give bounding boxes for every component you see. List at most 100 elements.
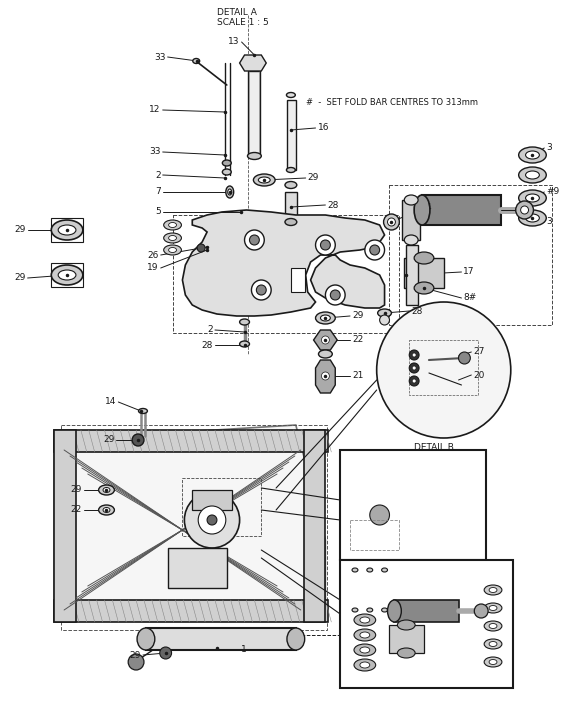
Text: 28: 28: [411, 306, 422, 316]
Ellipse shape: [384, 214, 399, 230]
Text: A: A: [483, 568, 500, 592]
Ellipse shape: [352, 568, 358, 572]
Ellipse shape: [330, 290, 340, 300]
Text: 17: 17: [463, 268, 475, 277]
Ellipse shape: [193, 59, 200, 64]
Bar: [51, 263, 83, 287]
Ellipse shape: [365, 240, 384, 260]
Bar: [146, 628, 296, 650]
Ellipse shape: [319, 350, 332, 358]
Ellipse shape: [139, 409, 148, 414]
Text: 29: 29: [352, 311, 364, 321]
Text: 29: 29: [71, 486, 82, 494]
Bar: [287, 100, 296, 170]
Ellipse shape: [354, 614, 376, 626]
Circle shape: [198, 506, 226, 534]
Ellipse shape: [404, 195, 418, 205]
Ellipse shape: [285, 181, 297, 189]
Ellipse shape: [325, 285, 345, 305]
Ellipse shape: [388, 600, 401, 622]
Ellipse shape: [378, 309, 392, 317]
Bar: [249, 71, 260, 156]
Text: 29: 29: [307, 174, 319, 182]
Ellipse shape: [414, 252, 434, 264]
Circle shape: [412, 366, 416, 370]
Bar: [394, 600, 458, 622]
Circle shape: [132, 434, 144, 446]
Text: #  -  SET FOLD BAR CENTRES TO 313mm: # - SET FOLD BAR CENTRES TO 313mm: [306, 98, 477, 107]
Text: 12: 12: [149, 105, 160, 114]
Text: 33: 33: [154, 52, 165, 61]
Text: 20: 20: [473, 371, 485, 380]
Bar: [340, 560, 513, 688]
Bar: [54, 430, 76, 622]
Ellipse shape: [222, 169, 231, 175]
Text: 14: 14: [105, 397, 116, 407]
Ellipse shape: [226, 186, 234, 198]
Ellipse shape: [526, 214, 539, 222]
Text: 8#: 8#: [463, 294, 477, 302]
Ellipse shape: [521, 206, 528, 214]
Text: C: C: [458, 458, 476, 482]
Ellipse shape: [287, 628, 305, 650]
Text: 26: 26: [148, 251, 159, 260]
Bar: [422, 195, 501, 225]
Text: 5: 5: [155, 208, 160, 217]
Bar: [51, 218, 83, 242]
Text: 3: 3: [546, 143, 552, 152]
Ellipse shape: [164, 233, 181, 243]
Ellipse shape: [519, 147, 546, 163]
Ellipse shape: [51, 220, 83, 240]
Ellipse shape: [489, 606, 497, 611]
Text: #9: #9: [546, 188, 559, 196]
Polygon shape: [314, 330, 337, 350]
Circle shape: [128, 654, 144, 670]
Text: 4: 4: [426, 203, 431, 213]
Polygon shape: [240, 55, 266, 71]
Text: 33: 33: [149, 148, 160, 157]
Ellipse shape: [354, 659, 376, 671]
Text: SCALE 1 : 5: SCALE 1 : 5: [414, 453, 466, 462]
Ellipse shape: [287, 167, 295, 172]
Text: 22: 22: [71, 505, 82, 515]
Ellipse shape: [247, 152, 261, 160]
Circle shape: [412, 379, 416, 383]
Text: 29: 29: [130, 650, 141, 659]
Ellipse shape: [103, 488, 110, 493]
Ellipse shape: [397, 648, 415, 658]
Bar: [406, 245, 418, 305]
Ellipse shape: [414, 282, 434, 294]
Ellipse shape: [250, 235, 259, 245]
Circle shape: [370, 505, 389, 525]
Polygon shape: [315, 360, 335, 393]
Text: 29: 29: [14, 225, 26, 234]
Ellipse shape: [404, 235, 418, 245]
Ellipse shape: [367, 568, 373, 572]
Text: 28: 28: [328, 201, 339, 210]
Text: 22: 22: [352, 335, 364, 345]
Circle shape: [412, 353, 416, 357]
Ellipse shape: [164, 220, 181, 230]
Bar: [389, 625, 424, 653]
Ellipse shape: [352, 608, 358, 612]
Text: 16: 16: [318, 124, 329, 133]
Text: DETAIL B: DETAIL B: [414, 443, 454, 452]
Ellipse shape: [360, 632, 370, 638]
Bar: [168, 548, 227, 588]
Ellipse shape: [320, 240, 330, 250]
Ellipse shape: [381, 608, 388, 612]
Ellipse shape: [370, 245, 380, 255]
Ellipse shape: [484, 621, 502, 631]
Text: 29: 29: [14, 273, 26, 282]
Ellipse shape: [251, 280, 271, 300]
Bar: [350, 520, 399, 550]
Circle shape: [409, 350, 419, 360]
Text: DETAIL A: DETAIL A: [217, 8, 257, 17]
Bar: [285, 192, 297, 222]
Bar: [192, 490, 232, 510]
Circle shape: [185, 492, 240, 548]
Ellipse shape: [388, 218, 396, 226]
Ellipse shape: [245, 230, 264, 250]
Ellipse shape: [526, 194, 539, 202]
Text: 13: 13: [228, 37, 240, 47]
